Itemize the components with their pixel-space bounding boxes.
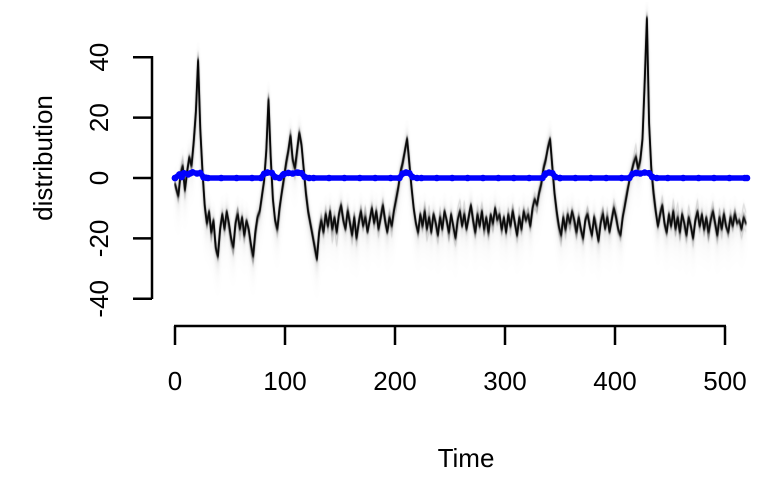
x-tick-label: 100 [263,366,306,396]
state-indicator-point [248,174,256,182]
x-axis-title: Time [438,443,495,473]
y-tick-label: -20 [84,220,114,258]
state-indicator-point [510,174,518,182]
state-indicator-point [310,174,317,182]
state-indicator-point [341,174,348,182]
state-indicator-point [495,174,502,182]
state-indicator-point [649,173,656,181]
state-indicator-point [402,169,410,176]
state-indicator-point [264,169,271,176]
fan-trace [173,26,748,271]
x-tick-label: 400 [593,366,636,396]
state-indicator-point [448,174,456,182]
state-indicator-point [171,174,179,182]
y-tick-label: 0 [84,171,114,185]
state-indicator-point [187,170,194,177]
state-indicator-point [356,174,364,182]
state-indicator-point [371,174,379,182]
state-indicator-point [602,174,610,182]
state-indicator-point [387,174,394,182]
state-indicator-point [525,174,533,182]
state-indicator-point [710,174,718,182]
state-indicator-point [587,174,595,182]
state-indicator-point [664,174,672,182]
state-indicator-point [418,174,425,182]
state-indicator-point [233,174,240,182]
y-tick-label: -40 [84,280,114,318]
y-axis: -40 -20 0 20 40 [84,43,154,318]
fan-trace [174,16,747,261]
state-indicator-point [433,174,441,182]
distribution-fan-series [173,12,748,271]
state-indicator-point [202,174,210,181]
state-indicator-point [695,174,702,182]
state-indicator-point [464,174,471,182]
state-indicator-point [279,171,287,179]
x-tick-label: 500 [703,366,746,396]
state-indicator-point [741,174,749,182]
state-indicator-point [325,174,333,182]
state-indicator-point [572,174,579,182]
y-axis-title: distribution [28,95,58,221]
state-indicator-series [171,169,751,182]
state-indicator-point [618,174,625,182]
state-indicator-point [679,174,687,182]
x-axis: 0 100 200 300 400 500 [168,324,747,396]
state-indicator-point [541,171,548,179]
state-indicator-point [633,169,641,177]
x-tick-label: 200 [373,366,416,396]
state-indicator-point [479,174,487,182]
state-indicator-point [726,174,733,182]
state-indicator-point [556,174,564,182]
x-tick-label: 0 [168,366,182,396]
x-tick-label: 300 [483,366,526,396]
state-indicator-point [294,169,302,176]
y-tick-label: 20 [84,103,114,132]
state-indicator-point [217,174,225,182]
y-tick-label: 40 [84,43,114,72]
